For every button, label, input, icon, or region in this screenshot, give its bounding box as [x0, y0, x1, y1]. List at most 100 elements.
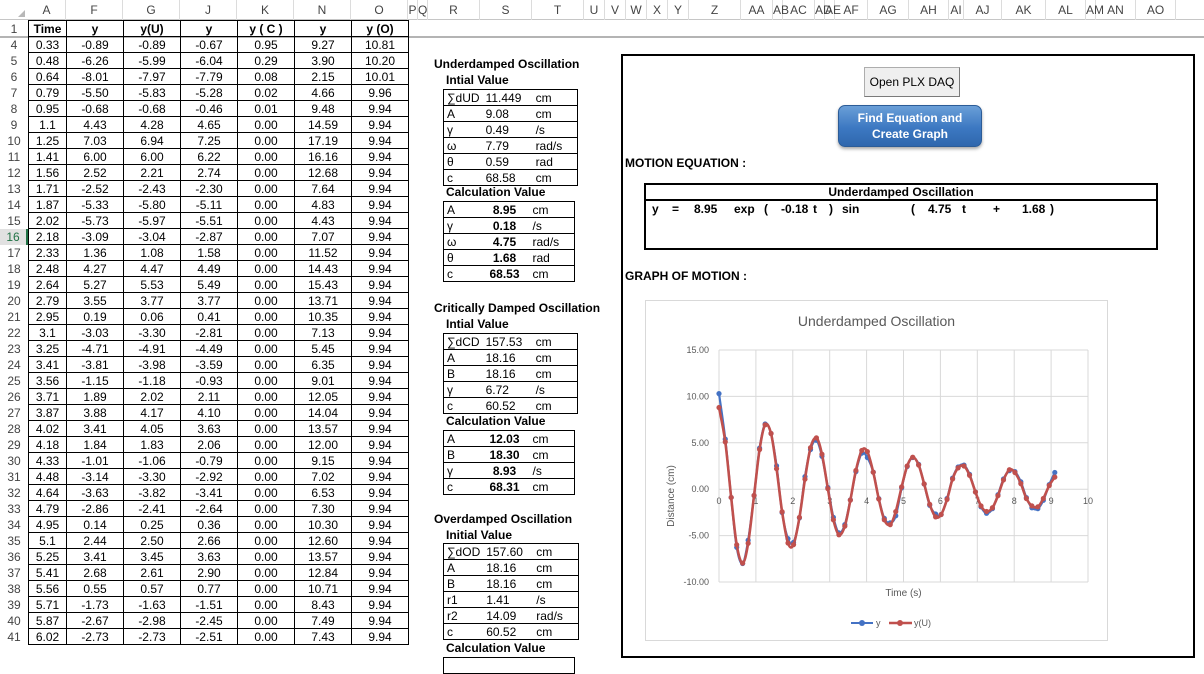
param-name[interactable]: B [442, 365, 483, 382]
cell[interactable]: 4.43 [294, 212, 352, 229]
param-value[interactable]: 0.59 [482, 153, 533, 170]
cell[interactable]: 5.53 [123, 276, 181, 293]
row-number[interactable]: 29 [7, 438, 21, 452]
cell[interactable]: 2.52 [66, 164, 124, 181]
param-value[interactable]: 8.93 [479, 462, 530, 479]
cell[interactable]: -5.11 [180, 196, 238, 213]
cell[interactable]: 4.65 [180, 116, 238, 133]
select-all-corner[interactable] [0, 0, 28, 20]
cell[interactable]: 1.36 [66, 244, 124, 261]
cell[interactable]: 5.56 [28, 580, 67, 597]
param-value[interactable]: 9.08 [482, 105, 533, 122]
cell[interactable]: 0.00 [237, 260, 295, 277]
param-value[interactable]: 18.16 [483, 575, 534, 592]
cell[interactable]: -0.46 [180, 100, 238, 117]
column-header-aj[interactable]: AJ [964, 0, 1002, 20]
cell[interactable]: 9.94 [351, 532, 409, 549]
cell[interactable]: 0.00 [237, 324, 295, 341]
cell[interactable]: -5.83 [123, 84, 181, 101]
column-header-f[interactable]: F [66, 0, 123, 20]
param-name[interactable]: r2 [443, 607, 484, 624]
cell[interactable]: -0.68 [123, 100, 181, 117]
cell[interactable]: -7.79 [180, 68, 238, 85]
param-value[interactable]: 6.72 [482, 381, 533, 398]
cell[interactable]: -2.87 [180, 228, 238, 245]
cell[interactable]: 1.89 [66, 388, 124, 405]
row-number[interactable]: 19 [7, 278, 21, 292]
cell[interactable]: 0.00 [237, 356, 295, 373]
cell[interactable]: 9.94 [351, 340, 409, 357]
row-number[interactable]: 15 [7, 214, 21, 228]
cell[interactable]: 5.25 [28, 548, 67, 565]
param-name[interactable]: ∑dCD [442, 333, 483, 350]
cell[interactable]: 0.00 [237, 596, 295, 613]
cell[interactable]: -3.63 [66, 484, 124, 501]
cell[interactable]: -2.45 [180, 612, 238, 629]
param-unit[interactable]: /s [529, 217, 575, 234]
cell[interactable]: 9.94 [351, 564, 409, 581]
cell[interactable]: -2.41 [123, 500, 181, 517]
cell[interactable]: -3.98 [123, 356, 181, 373]
cell[interactable]: -2.73 [123, 628, 181, 645]
param-unit[interactable]: /s [532, 381, 579, 398]
column-header-am[interactable]: AM [1086, 0, 1104, 20]
cell[interactable]: 4.79 [28, 500, 67, 517]
cell[interactable]: 7.02 [294, 468, 352, 485]
row-number[interactable]: 24 [7, 358, 21, 372]
param-value[interactable]: 18.16 [482, 349, 533, 366]
cell[interactable]: 4.49 [180, 260, 238, 277]
cell[interactable]: 4.48 [28, 468, 67, 485]
cell[interactable]: 0.57 [123, 580, 181, 597]
column-header-ae[interactable]: AE [825, 0, 841, 20]
cell[interactable]: 9.94 [351, 596, 409, 613]
cell[interactable]: 0.02 [237, 84, 295, 101]
cell[interactable]: 9.94 [351, 548, 409, 565]
cell[interactable]: 4.64 [28, 484, 67, 501]
param-name[interactable]: γ [443, 462, 480, 479]
cell[interactable]: 4.28 [123, 116, 181, 133]
cell[interactable]: 5.45 [294, 340, 352, 357]
cell[interactable]: 9.94 [351, 468, 409, 485]
cell[interactable]: 0.00 [237, 388, 295, 405]
cell[interactable]: 1.56 [28, 164, 67, 181]
cell[interactable]: 16.16 [294, 148, 352, 165]
cell[interactable]: -5.97 [123, 212, 181, 229]
cell[interactable]: 2.33 [28, 244, 67, 261]
cell[interactable]: 6.22 [180, 148, 238, 165]
param-name[interactable]: γ [443, 217, 480, 234]
cell[interactable]: 5.27 [66, 276, 124, 293]
cell[interactable]: 0.08 [237, 68, 295, 85]
cell[interactable]: -0.68 [66, 100, 124, 117]
cell[interactable]: 2.18 [28, 228, 67, 245]
param-unit[interactable]: /s [533, 591, 579, 608]
column-header-aa[interactable]: AA [741, 0, 773, 20]
cell[interactable]: 0.00 [237, 420, 295, 437]
column-header-t[interactable]: T [532, 0, 584, 20]
cell[interactable]: 1.25 [28, 132, 67, 149]
row-number[interactable]: 1 [10, 22, 18, 36]
param-value[interactable]: 60.52 [482, 397, 533, 414]
cell[interactable]: 3.41 [66, 548, 124, 565]
cell[interactable]: 3.63 [180, 548, 238, 565]
column-header-ag[interactable]: AG [868, 0, 909, 20]
param-unit[interactable]: rad/s [529, 233, 575, 250]
row-number[interactable]: 36 [7, 550, 21, 564]
cell[interactable]: 9.94 [351, 628, 409, 645]
cell[interactable]: -1.18 [123, 372, 181, 389]
column-header-af[interactable]: AF [835, 0, 868, 20]
column-header-n[interactable]: N [294, 0, 351, 20]
cell[interactable]: -4.49 [180, 340, 238, 357]
column-title[interactable]: y [294, 20, 352, 37]
cell[interactable]: 7.07 [294, 228, 352, 245]
cell[interactable]: 0.00 [237, 212, 295, 229]
cell[interactable]: 2.74 [180, 164, 238, 181]
param-name[interactable]: c [443, 478, 480, 495]
cell[interactable]: 9.48 [294, 100, 352, 117]
cell[interactable]: 4.27 [66, 260, 124, 277]
cell[interactable]: 1.83 [123, 436, 181, 453]
row-number[interactable]: 34 [7, 518, 21, 532]
cell[interactable]: 0.00 [237, 228, 295, 245]
cell[interactable]: 8.43 [294, 596, 352, 613]
param-unit[interactable]: cm [533, 575, 579, 592]
param-value[interactable]: 68.31 [479, 478, 530, 495]
